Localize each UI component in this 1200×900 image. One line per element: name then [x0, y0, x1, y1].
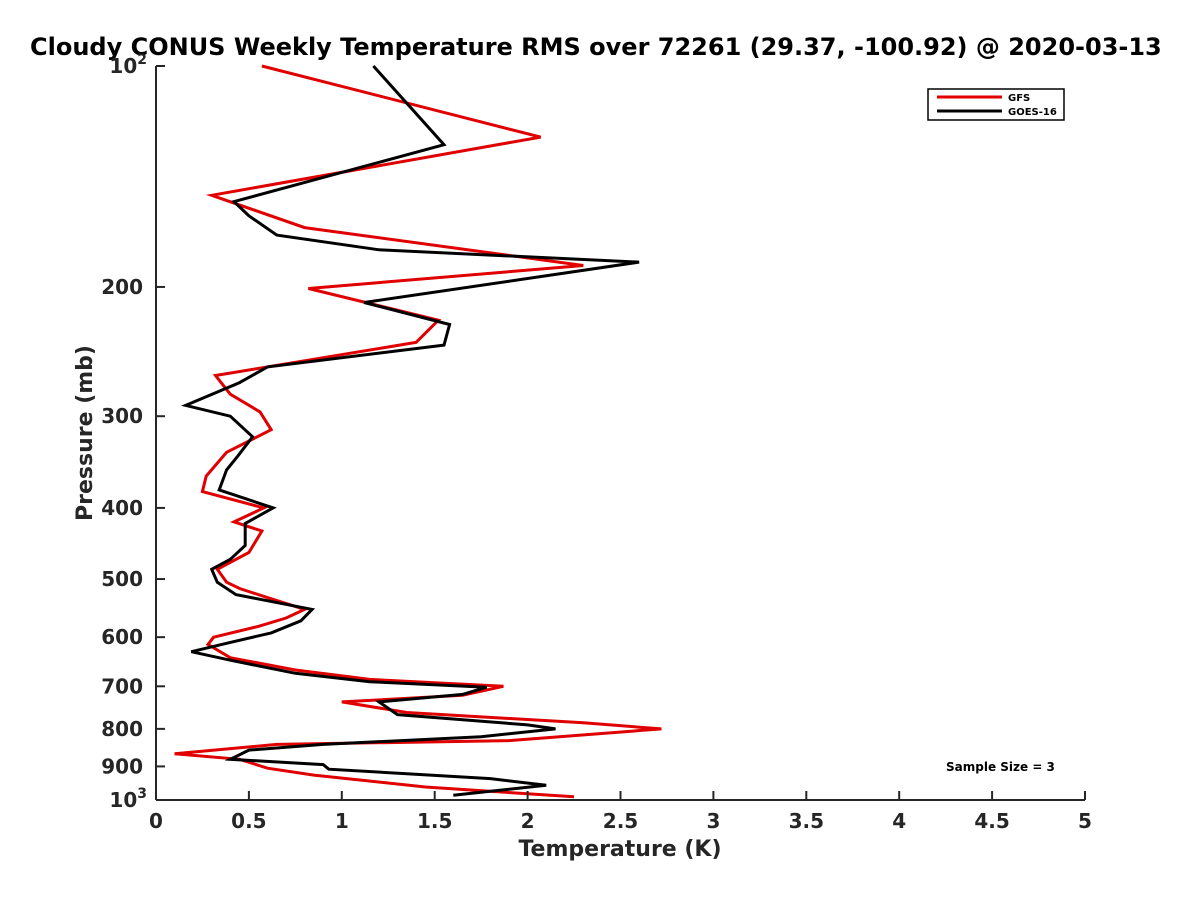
chart-title: Cloudy CONUS Weekly Temperature RMS over… [30, 33, 1162, 61]
x-tick-label: 2.5 [603, 809, 638, 833]
x-tick-label: 5 [1078, 809, 1092, 833]
legend-box [927, 88, 1065, 121]
series-line-gfs [174, 64, 662, 799]
x-tick-label: 1 [335, 809, 349, 833]
legend-label-goes16: GOES-16 [1008, 107, 1057, 118]
x-tick-label: 3 [706, 809, 720, 833]
y-tick-label: 300 [101, 404, 143, 428]
y-tick-label: 800 [101, 717, 143, 741]
y-tick-label: 400 [101, 496, 143, 520]
legend: GFS GOES-16 [927, 88, 1065, 121]
series-line-goes16 [180, 64, 640, 797]
series-layer [174, 64, 662, 799]
y-tick-label: 103 [109, 786, 147, 812]
y-tick-label: 600 [101, 625, 143, 649]
y-tick-label: 900 [101, 754, 143, 778]
x-tick-label: 3.5 [789, 809, 824, 833]
plot-background [156, 66, 1085, 800]
y-axis-label: Pressure (mb) [73, 345, 98, 521]
x-tick-label: 2 [521, 809, 535, 833]
x-ticks: 0 0.5 1 1.5 2 2.5 3 3.5 4 4.5 5 [149, 791, 1092, 833]
y-tick-label: 700 [101, 674, 143, 698]
y-tick-label: 200 [101, 275, 143, 299]
y-tick-label: 102 [109, 52, 147, 78]
x-tick-label: 4 [892, 809, 906, 833]
sample-size-annotation: Sample Size = 3 [946, 760, 1055, 774]
x-tick-label: 4.5 [974, 809, 1009, 833]
y-ticks: 102 200 300 400 500 600 700 800 900 103 [101, 52, 165, 812]
plot-area: 0 0.5 1 1.5 2 2.5 3 3.5 4 4.5 5 102 200 300 400 500 600… [101, 52, 1092, 833]
x-axis-label: Temperature (K) [518, 837, 721, 862]
x-tick-label: 1.5 [417, 809, 452, 833]
legend-label-gfs: GFS [1008, 93, 1030, 104]
y-tick-label: 500 [101, 567, 143, 591]
x-tick-label: 0.5 [231, 809, 266, 833]
x-tick-label: 0 [149, 809, 163, 833]
